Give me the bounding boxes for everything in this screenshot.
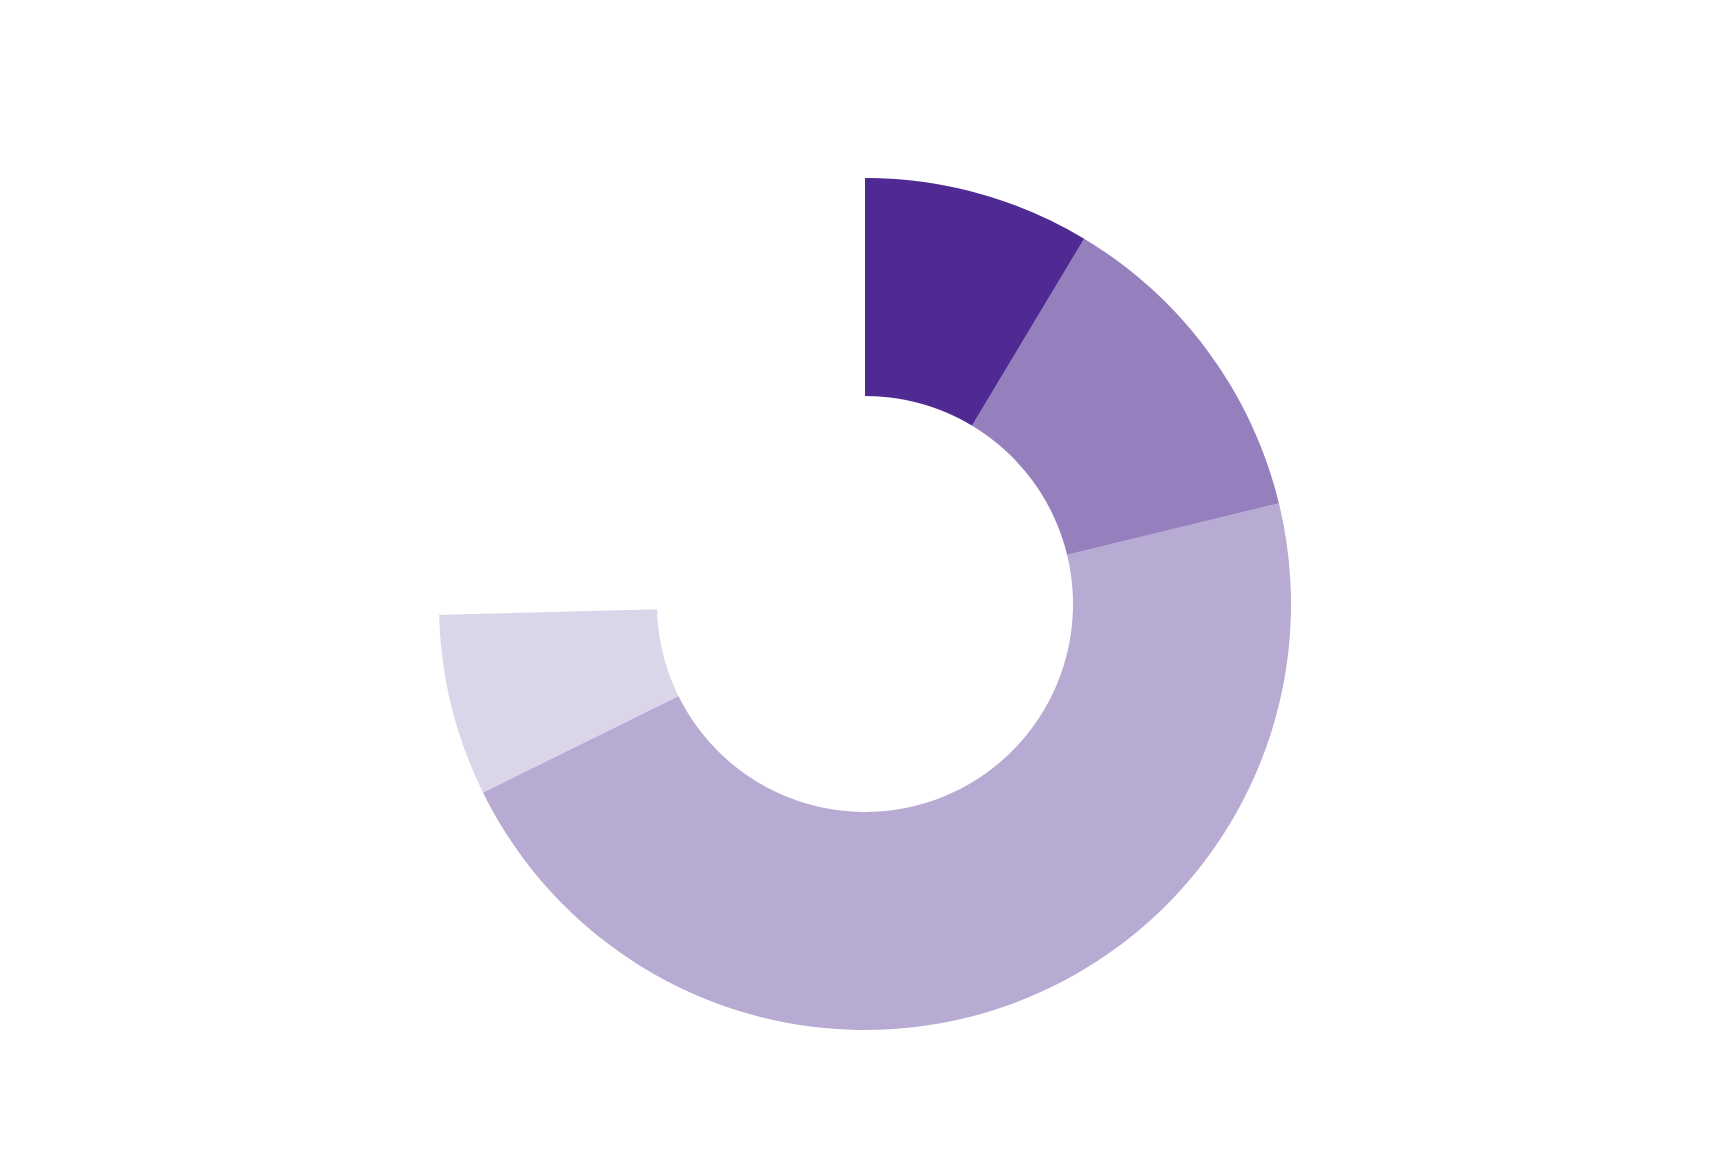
donut-slice: [483, 503, 1292, 1031]
donut-slice: [439, 609, 679, 793]
donut-slice: [865, 178, 1085, 426]
donut-slice: [438, 178, 865, 615]
donut-slice: [972, 238, 1279, 555]
